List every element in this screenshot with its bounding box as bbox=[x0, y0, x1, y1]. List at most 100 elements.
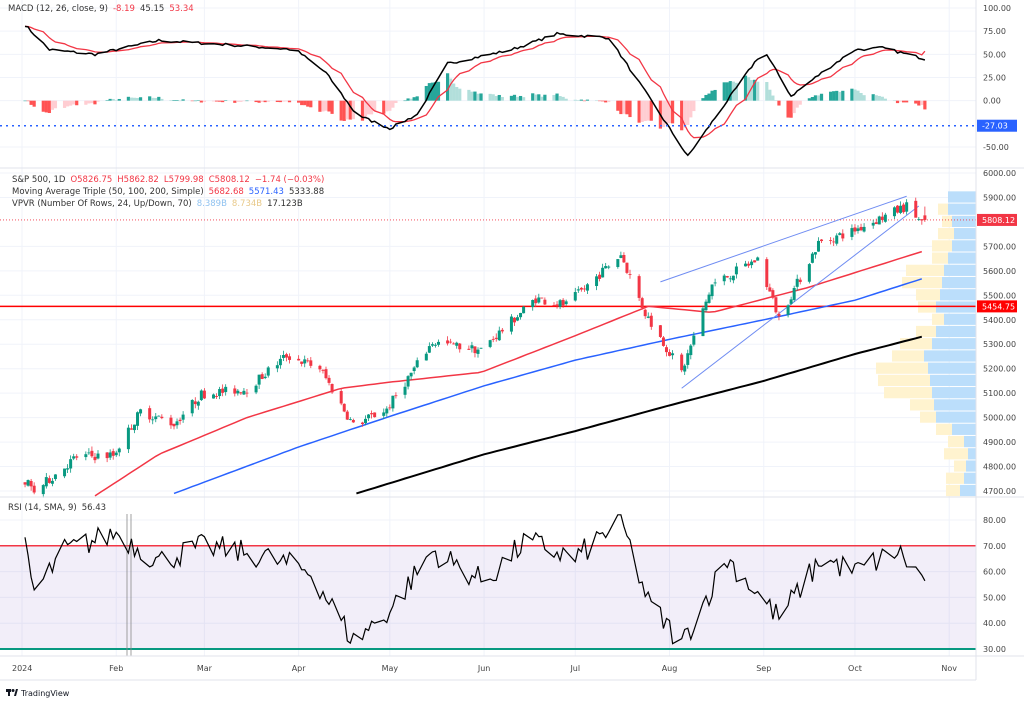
macd-histogram-bar bbox=[321, 100, 325, 112]
candle-body bbox=[415, 360, 419, 368]
last-price-label: 5808.12 bbox=[982, 216, 1015, 225]
candle-body bbox=[23, 482, 27, 485]
macd-histogram-bar bbox=[795, 100, 799, 108]
last-price-badge bbox=[977, 213, 1017, 226]
axes[interactable]: 2024 Feb Mar Apr May Jun Jul Aug Sep Oct Nov 100.00… bbox=[12, 4, 1017, 673]
macd-histogram-bar bbox=[309, 100, 313, 108]
candle-body bbox=[555, 304, 559, 306]
macd-histogram-bar bbox=[345, 100, 349, 120]
macd-histogram-bar bbox=[300, 100, 304, 106]
candle-body bbox=[838, 233, 842, 235]
candle-body bbox=[160, 416, 164, 419]
candle-body bbox=[500, 329, 504, 332]
vpvr-legend-title[interactable]: VPVR (Number Of Rows, 24, Up/Down, 70) bbox=[12, 199, 192, 209]
macd-histogram-bar bbox=[625, 100, 629, 115]
macd-pane[interactable] bbox=[0, 25, 976, 157]
candle-body bbox=[832, 241, 836, 243]
macd-histogram-bar bbox=[175, 100, 179, 101]
volume-profile-down-bar bbox=[932, 240, 952, 252]
candle-body bbox=[32, 485, 36, 493]
macd-histogram-bar bbox=[342, 100, 346, 121]
candle-body bbox=[576, 289, 580, 291]
ma-legend-title[interactable]: Moving Average Triple (50, 100, 200, Sim… bbox=[12, 187, 204, 197]
macd-histogram-bar bbox=[287, 100, 292, 103]
macd-histogram-bar bbox=[129, 97, 134, 101]
macd-histogram-bar bbox=[680, 100, 684, 131]
trendline[interactable] bbox=[681, 205, 920, 389]
macd-histogram-bar bbox=[69, 100, 73, 106]
candle-body bbox=[883, 214, 887, 222]
volume-profile-up-bar bbox=[960, 484, 976, 497]
y-axis-tick-label: 4800.00 bbox=[983, 463, 1016, 472]
ma50-value: 5682.68 bbox=[209, 187, 244, 197]
volume-profile-down-bar bbox=[884, 387, 932, 399]
macd-histogram-bar bbox=[774, 100, 778, 101]
macd-histogram-bar bbox=[491, 94, 495, 101]
sma100-line bbox=[173, 278, 923, 495]
candle-body bbox=[297, 358, 301, 361]
candle-body bbox=[871, 222, 875, 226]
candle-body bbox=[516, 317, 520, 321]
macd-histogram-bar bbox=[151, 97, 155, 101]
candle-body bbox=[707, 294, 711, 303]
volume-profile-up-bar bbox=[942, 276, 976, 289]
volume-profile-down-bar bbox=[942, 215, 952, 228]
tradingview-logo[interactable]: TradingView bbox=[6, 689, 70, 698]
candle-body bbox=[813, 252, 817, 255]
candle-body bbox=[281, 354, 285, 358]
macd-histogram-bar bbox=[771, 95, 775, 101]
candle-body bbox=[765, 259, 769, 288]
macd-histogram-bar bbox=[713, 89, 717, 101]
price-pane[interactable] bbox=[0, 195, 976, 498]
ma200-value: 5333.88 bbox=[289, 187, 324, 197]
trendline[interactable] bbox=[660, 195, 907, 283]
candle-body bbox=[129, 428, 133, 430]
x-axis-tick-label: Feb bbox=[109, 664, 123, 673]
macd-histogram-bar bbox=[518, 95, 523, 101]
rsi-legend-title[interactable]: RSI (14, SMA, 9) bbox=[8, 503, 77, 513]
x-axis-tick-label: Aug bbox=[662, 664, 678, 673]
volume-profile-down-bar bbox=[906, 264, 944, 276]
symbol-label[interactable]: S&P 500, 1D bbox=[12, 175, 66, 185]
volume-profile bbox=[876, 191, 976, 497]
candle-body bbox=[96, 453, 100, 459]
macd-histogram-bar bbox=[84, 100, 88, 105]
macd-histogram-bar bbox=[430, 82, 434, 101]
vpvr-up-value: 8.389B bbox=[197, 199, 227, 209]
candle-body bbox=[303, 359, 307, 364]
vpvr-total-value: 17.123B bbox=[267, 199, 303, 209]
macd-histogram-bar bbox=[616, 100, 620, 111]
candle-body bbox=[640, 298, 644, 308]
macd-histogram-bar bbox=[50, 100, 54, 110]
macd-histogram-bar bbox=[832, 91, 836, 101]
macd-histogram-bar bbox=[819, 93, 824, 101]
macd-histogram-bar bbox=[409, 98, 413, 101]
volume-profile-up-bar bbox=[964, 435, 976, 448]
candle-body bbox=[148, 408, 152, 420]
volume-profile-down-bar bbox=[900, 338, 932, 350]
volume-profile-down-bar bbox=[878, 374, 930, 387]
rsi-pane[interactable] bbox=[0, 514, 976, 656]
macd-histogram-bar bbox=[373, 100, 377, 112]
macd-histogram-bar bbox=[555, 93, 559, 101]
macd-histogram-bar bbox=[224, 100, 228, 101]
macd-histogram-bar bbox=[686, 100, 690, 125]
macd-histogram-bar bbox=[561, 96, 565, 101]
candle-body bbox=[686, 353, 690, 365]
macd-histogram-bar bbox=[193, 100, 197, 102]
candle-body bbox=[692, 335, 696, 345]
candle-body bbox=[348, 419, 352, 420]
macd-legend-line: MACD (12, 26, close, 9) -8.19 45.15 53.34 bbox=[8, 4, 194, 14]
macd-histogram-bar bbox=[917, 100, 921, 106]
macd-legend-title[interactable]: MACD (12, 26, close, 9) bbox=[8, 4, 108, 14]
macd-histogram-bar bbox=[874, 95, 878, 101]
macd-histogram-bar bbox=[594, 100, 599, 102]
macd-histogram-bar bbox=[512, 94, 517, 101]
vpvr-down-value: 8.734B bbox=[232, 199, 262, 209]
macd-histogram-bar bbox=[661, 100, 666, 128]
macd-histogram-bar bbox=[522, 97, 526, 101]
macd-histogram-bar bbox=[637, 100, 641, 123]
candle-body bbox=[154, 416, 158, 420]
